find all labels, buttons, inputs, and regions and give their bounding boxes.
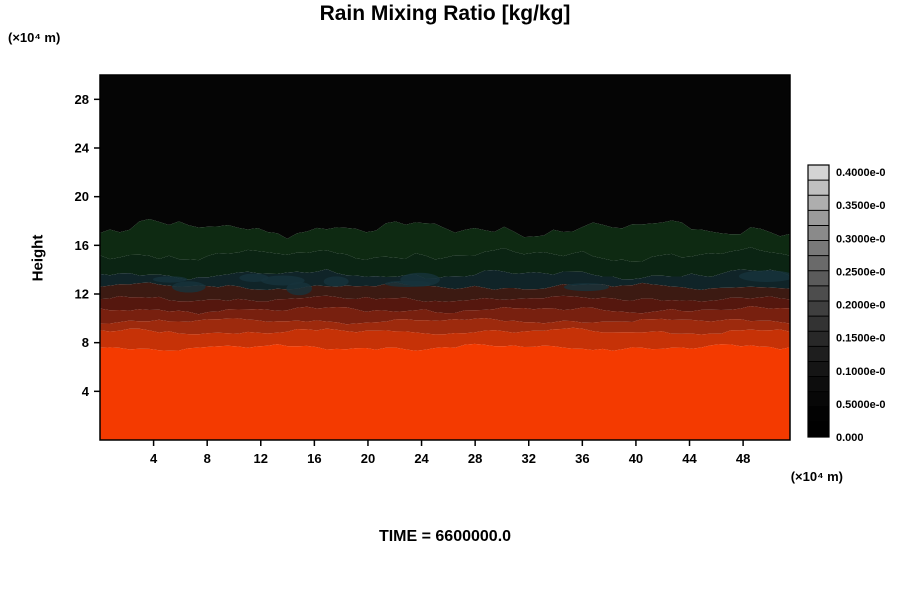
colorbar-segment [808, 270, 829, 287]
y-tick-label: 28 [75, 92, 89, 107]
x-tick-label: 44 [682, 451, 697, 466]
colorbar-segment [808, 210, 829, 226]
heatmap-patch [286, 282, 313, 296]
heatmap-bands [100, 75, 790, 440]
x-tick-label: 24 [414, 451, 429, 466]
x-tick-label: 12 [254, 451, 268, 466]
colorbar-segment [808, 361, 829, 378]
x-tick-label: 36 [575, 451, 589, 466]
heatmap-band [100, 318, 790, 335]
colorbar-segment [808, 331, 829, 347]
y-tick-label: 24 [75, 141, 90, 156]
x-tick-label: 40 [629, 451, 643, 466]
heatmap-band [100, 343, 790, 440]
y-tick-label: 12 [75, 287, 89, 302]
colorbar-tick-label: 0.2500e-0 [836, 266, 886, 278]
heatmap-patch [323, 276, 349, 287]
heatmap-band [100, 219, 790, 262]
colorbar-frame [807, 164, 830, 438]
colorbar-segment [808, 406, 829, 423]
time-label: TIME = 6600000.0 [378, 528, 512, 545]
plot-frame [99, 74, 791, 441]
y-tick-label: 8 [82, 335, 89, 350]
colorbar-segment [808, 301, 829, 317]
y-axis-label: Height [29, 234, 47, 282]
colorbar-segment [808, 255, 829, 272]
heatmap-band [100, 327, 790, 351]
colorbar-tick-label: 0.4000e-0 [836, 167, 886, 179]
colorbar-segment [808, 240, 829, 257]
colorbar-segment [808, 391, 829, 408]
heatmap-band [100, 247, 790, 280]
colorbar-segment [808, 195, 829, 211]
colorbar-segment [808, 421, 829, 438]
colorbar-segment [808, 165, 829, 181]
colorbar-segment [808, 346, 829, 362]
colorbar: 0.000 0.5000e-0 0.1000e-0 0.1500e-0 0.2000e-… [807, 164, 886, 444]
x-tick-label: 20 [361, 451, 375, 466]
colorbar-segment [808, 316, 829, 332]
heatmap-patch [563, 283, 610, 292]
heatmap-patch [400, 272, 440, 287]
y-tick-label: 16 [75, 238, 89, 253]
y-tick-label: 4 [82, 384, 90, 399]
colorbar-tick-label: 0.1500e-0 [836, 333, 886, 345]
x-tick-label: 32 [522, 451, 536, 466]
colorbar-segment [808, 376, 829, 393]
x-tick-label: 48 [736, 451, 750, 466]
y-axis-unit-label: (×10⁴ m) [8, 30, 61, 45]
colorbar-segment [808, 285, 829, 302]
colorbar-tick-label: 0.2000e-0 [836, 300, 886, 312]
x-axis-unit-label: (×10⁴ m) [790, 469, 843, 484]
chart-title: Rain Mixing Ratio [kg/kg] [319, 2, 571, 25]
x-tick-label: 8 [204, 451, 211, 466]
x-tick-label: 4 [150, 451, 158, 466]
colorbar-tick-label: 0.5000e-0 [836, 399, 886, 411]
colorbar-tick-label: 0.3500e-0 [836, 200, 886, 212]
colorbar-tick-label: 0.000 [836, 432, 864, 444]
colorbar-tick-label: 0.3000e-0 [836, 233, 886, 245]
x-tick-label: 28 [468, 451, 482, 466]
heatmap-band [100, 306, 790, 325]
colorbar-segment [808, 225, 829, 242]
heatmap-band [100, 75, 790, 239]
x-tick-label: 16 [307, 451, 321, 466]
heatmap-patch [738, 270, 790, 282]
colorbar-segment [808, 180, 829, 196]
heatmap-patch [152, 276, 188, 283]
heatmap-patch [239, 273, 269, 282]
colorbar-tick-label: 0.1000e-0 [836, 366, 886, 378]
heatmap-band [100, 282, 790, 302]
heatmap-band [100, 295, 790, 315]
y-tick-label: 20 [75, 189, 89, 204]
heatmap-patch [172, 281, 206, 293]
